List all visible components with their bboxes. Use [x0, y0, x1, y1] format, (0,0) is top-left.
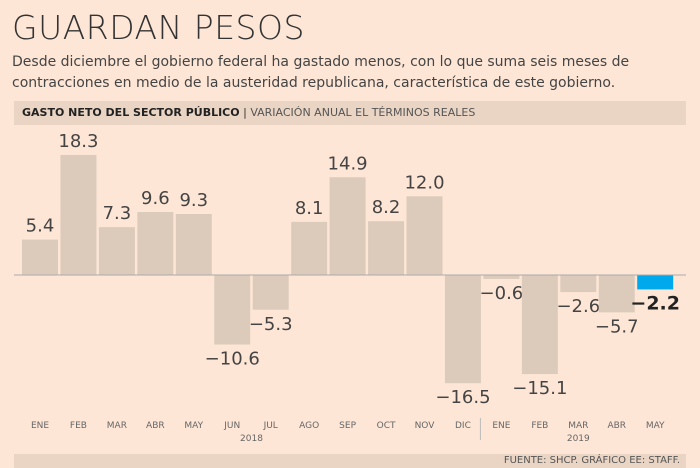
data-label: 14.9 — [328, 153, 368, 174]
x-tick-label: JUL — [263, 421, 278, 431]
bar — [60, 154, 97, 275]
bar — [444, 275, 481, 384]
data-label: −2.2 — [630, 292, 680, 314]
data-label: −0.6 — [480, 283, 524, 304]
bar — [137, 212, 174, 275]
bar — [637, 275, 674, 290]
data-label: 8.2 — [372, 197, 401, 218]
year-label: 2019 — [567, 434, 590, 444]
data-label: 9.6 — [141, 188, 170, 209]
data-label: 12.0 — [404, 172, 444, 193]
data-label: −10.6 — [205, 349, 260, 370]
x-tick-label: DIC — [455, 421, 471, 431]
band-separator: | — [239, 106, 251, 119]
data-label: 18.3 — [58, 131, 98, 152]
x-tick-label: ENE — [31, 421, 49, 431]
x-tick-label: AGO — [299, 421, 319, 431]
x-tick-label: MAR — [107, 421, 127, 431]
x-tick-label: ENE — [492, 421, 510, 431]
x-tick-label: OCT — [377, 421, 396, 431]
bar — [483, 275, 520, 279]
data-label: −2.6 — [556, 296, 600, 317]
x-tick-label: MAY — [646, 421, 665, 431]
x-tick-label: ABR — [607, 421, 626, 431]
bar — [406, 196, 443, 275]
bar — [560, 275, 597, 293]
x-tick-label: NOV — [415, 421, 436, 431]
data-label: −16.5 — [435, 387, 490, 408]
chart-title: GUARDAN PESOS — [12, 8, 305, 47]
chart-header-band: GASTO NETO DEL SECTOR PÚBLICO | VARIACIÓ… — [14, 101, 686, 125]
data-label: 7.3 — [103, 203, 132, 224]
data-label: −5.7 — [595, 316, 639, 337]
data-label: 9.3 — [179, 190, 208, 211]
x-tick-label: SEP — [339, 421, 356, 431]
bar — [98, 227, 135, 275]
bar — [598, 275, 635, 313]
x-tick-label: MAR — [568, 421, 588, 431]
source-note: FUENTE: SHCP. GRÁFICO EE: STAFF. — [503, 455, 680, 466]
data-label: −15.1 — [512, 378, 567, 399]
x-tick-label: MAY — [184, 421, 203, 431]
band-subtitle: VARIACIÓN ANUAL EL TÉRMINOS REALES — [250, 106, 476, 119]
data-label: −5.3 — [249, 314, 293, 335]
chart-subtitle: Desde diciembre el gobierno federal ha g… — [12, 54, 630, 91]
x-tick-label: JUN — [223, 421, 240, 431]
bar — [291, 221, 328, 275]
data-label: 5.4 — [26, 216, 55, 237]
footer-band: FUENTE: SHCP. GRÁFICO EE: STAFF. — [14, 454, 686, 468]
data-label: 8.1 — [295, 198, 324, 219]
bar — [252, 275, 289, 310]
x-tick-label: FEB — [531, 421, 548, 431]
bar — [368, 221, 405, 275]
year-label: 2018 — [240, 434, 263, 444]
bar — [521, 275, 558, 375]
bar — [175, 213, 212, 275]
x-tick-label: FEB — [70, 421, 87, 431]
bar — [329, 177, 366, 275]
x-tick-label: ABR — [146, 421, 165, 431]
bar — [214, 275, 251, 345]
bar — [22, 239, 58, 275]
band-title: GASTO NETO DEL SECTOR PÚBLICO — [22, 106, 240, 119]
